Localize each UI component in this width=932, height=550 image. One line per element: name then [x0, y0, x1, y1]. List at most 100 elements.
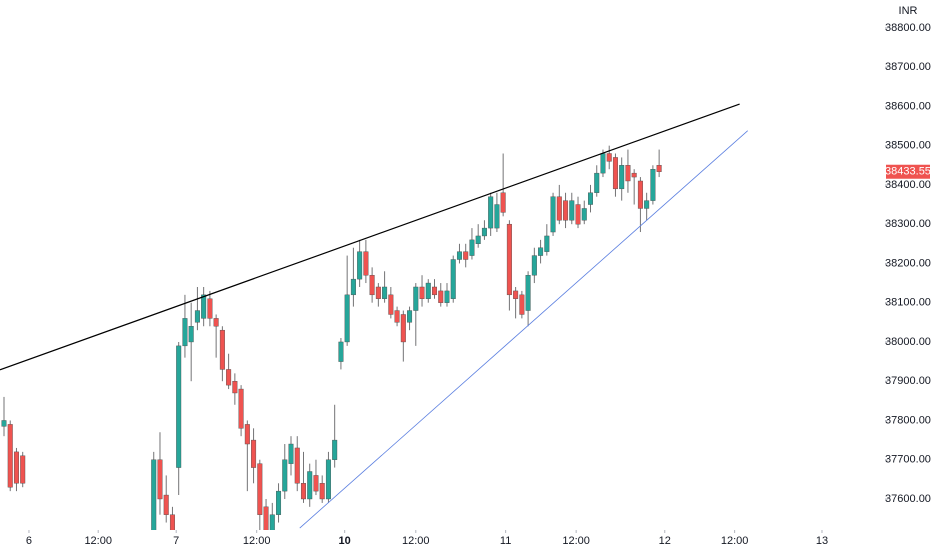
trend-line	[0, 103, 740, 371]
candle-body	[432, 286, 438, 296]
candle-body	[450, 259, 456, 299]
candle-body	[263, 506, 269, 530]
candle-body	[269, 514, 275, 530]
candle-body	[563, 200, 569, 221]
candle-body	[587, 192, 593, 205]
candle-body	[194, 310, 200, 323]
y-tick-label: 38000.00	[885, 336, 931, 348]
candle-body	[637, 180, 643, 209]
candle-body	[575, 204, 581, 225]
candle-body	[219, 329, 225, 370]
candle-body	[569, 200, 575, 221]
candle-body	[519, 294, 525, 315]
candle-body	[1, 420, 7, 427]
y-tick-label: 38800.00	[885, 22, 931, 34]
x-tick-label: 7	[173, 535, 179, 547]
x-tick-label: 10	[339, 535, 351, 547]
candle-body	[244, 424, 250, 445]
candle-body	[294, 447, 300, 484]
x-tick-label: 12:00	[243, 535, 271, 547]
y-tick-label: 38300.00	[885, 218, 931, 230]
candle-body	[438, 290, 444, 303]
candle-body	[332, 439, 338, 460]
plot-area	[0, 103, 748, 530]
candle-body	[594, 172, 600, 193]
candle-body	[425, 282, 431, 299]
candle-body	[369, 275, 375, 296]
candle-body	[581, 208, 587, 221]
candle-body	[288, 443, 294, 464]
y-tick-label: 38200.00	[885, 257, 931, 269]
candle-body	[600, 153, 606, 174]
y-tick-label: 37800.00	[885, 414, 931, 426]
candle-body	[413, 286, 419, 311]
candle-body	[481, 227, 487, 237]
axes: 37600.00 37700.00 37800.00 37900.00 38000.00…	[26, 22, 931, 547]
last-price-label: 38433.55	[885, 166, 931, 178]
candle-body	[419, 286, 425, 299]
candle-body	[506, 223, 512, 296]
x-tick-label: 6	[26, 535, 32, 547]
candle-body	[338, 341, 344, 362]
candle-body	[325, 459, 331, 500]
candle-body	[550, 196, 556, 233]
candle-body	[188, 326, 194, 343]
x-tick-label: 12:00	[402, 535, 430, 547]
candle-body	[612, 157, 618, 190]
y-tick-label: 38400.00	[885, 179, 931, 191]
candle-body	[363, 251, 369, 276]
candle-body	[213, 318, 219, 327]
y-tick-label: 38600.00	[885, 100, 931, 112]
candle-body	[157, 459, 163, 500]
candle-body	[238, 388, 244, 429]
y-tick-label: 37600.00	[885, 493, 931, 505]
candle-body	[619, 165, 625, 190]
x-tick-label: 12	[659, 535, 671, 547]
candle-body	[344, 294, 350, 343]
candle-body	[350, 278, 356, 296]
candle-body	[226, 369, 232, 386]
candle-body	[257, 463, 263, 515]
candle-body	[606, 153, 612, 162]
candle-body	[407, 310, 413, 323]
candle-body	[394, 310, 400, 323]
candle-body	[207, 298, 213, 319]
candle-body	[163, 494, 169, 515]
candle-body	[388, 294, 394, 315]
candle-body	[631, 172, 637, 178]
candle-body	[300, 483, 306, 500]
candle-body	[513, 290, 519, 299]
candle-body	[469, 239, 475, 256]
y-tick-label: 38100.00	[885, 297, 931, 309]
candle-body	[307, 471, 313, 500]
trend-line	[299, 130, 748, 529]
candle-body	[500, 192, 506, 213]
candle-body	[475, 235, 481, 245]
candle-body	[357, 251, 363, 280]
candle-body	[456, 251, 462, 260]
candle-body	[232, 381, 238, 394]
x-tick-label: 13	[816, 535, 828, 547]
candle-body	[375, 286, 381, 299]
last-price-box	[886, 164, 930, 179]
candle-body	[488, 196, 494, 229]
candle-body	[151, 459, 157, 530]
candle-body	[494, 204, 500, 229]
candle-body	[182, 318, 188, 347]
candle-body	[319, 483, 325, 500]
candle-body	[556, 196, 562, 221]
candle-body	[251, 439, 257, 468]
candle-body	[276, 490, 282, 515]
candle-body	[382, 286, 388, 299]
x-tick-label: 12:00	[721, 535, 749, 547]
candle-body	[463, 251, 469, 260]
currency-label: INR	[899, 5, 918, 17]
candle-body	[7, 424, 13, 488]
candle-body	[656, 165, 662, 172]
candle-body	[176, 345, 182, 468]
candle-body	[444, 290, 450, 303]
candle-body	[400, 314, 406, 343]
y-tick-label: 37700.00	[885, 454, 931, 466]
